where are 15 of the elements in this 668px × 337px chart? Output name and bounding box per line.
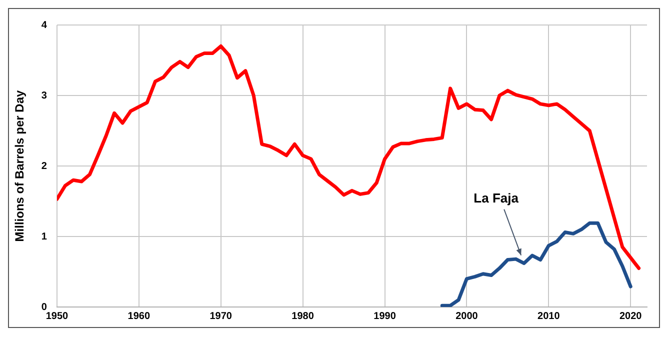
y-axis-title: Millions of Barrels per Day [12,90,27,242]
text: La Faja [474,190,520,206]
x-tick-label: 1970 [210,310,232,322]
y-tick-label: 4 [41,20,48,31]
x-tick-label: 1990 [374,310,396,322]
x-tick-label: 1980 [292,310,314,322]
x-tick-label: 2010 [538,310,560,322]
y-tick-label: 0 [41,302,48,313]
x-tick-label: 2020 [619,310,642,322]
y-tick-label: 3 [41,90,48,102]
x-tick-label: 1950 [46,310,69,322]
x-tick-label: 2000 [456,310,478,322]
y-tick-label: 2 [41,160,48,172]
x-tick-label: 1960 [128,310,150,322]
y-tick-label: 1 [41,231,48,242]
